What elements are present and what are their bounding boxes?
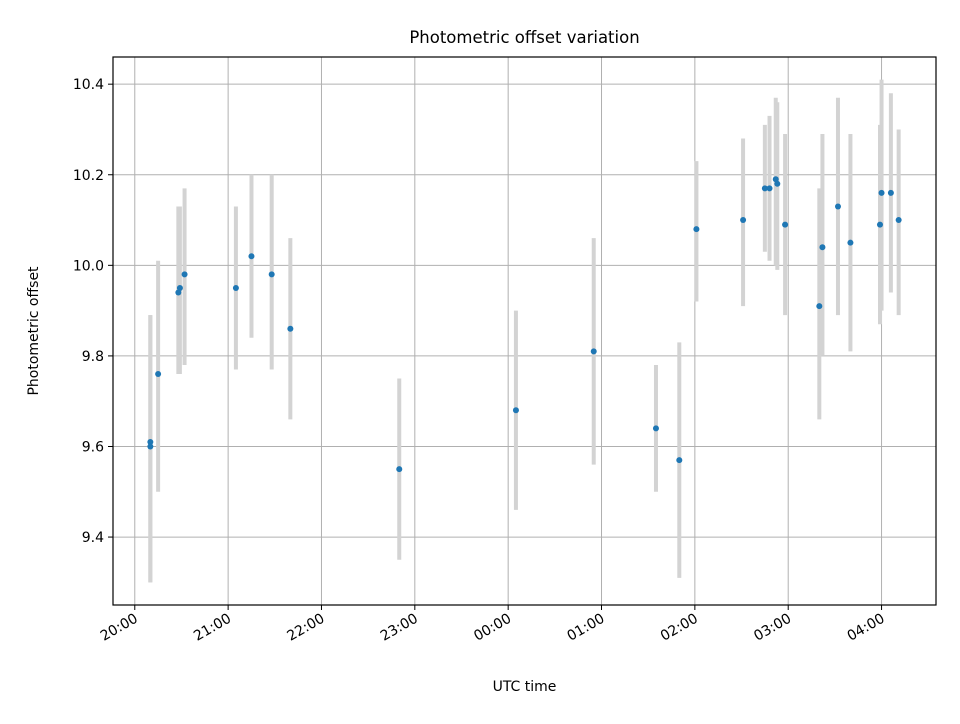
data-point [782,221,789,228]
data-point [774,180,781,187]
data-point [287,325,294,332]
data-point [772,176,779,183]
grid-lines [113,57,936,605]
data-point [248,253,255,260]
data-point [147,438,154,445]
data-point [834,203,841,210]
y-tick-label: 10.4 [73,77,104,93]
x-axis-label: UTC time [493,679,557,695]
data-point [693,226,700,233]
data-point [676,457,683,464]
data-point [590,348,597,355]
data-point [175,289,182,296]
y-tick-label: 10.2 [73,168,104,184]
data-point [147,443,154,450]
data-point [176,284,183,291]
data-point [766,185,773,192]
data-point [652,425,659,432]
y-tick-label: 9.6 [82,439,104,455]
chart-title: Photometric offset variation [409,28,639,47]
data-points [147,176,902,473]
data-point [512,407,519,414]
data-point [232,284,239,291]
y-tick-label: 10.0 [73,258,104,274]
data-point [761,185,768,192]
data-point [876,221,883,228]
data-point [895,217,902,224]
data-point [740,217,747,224]
data-point [268,271,275,278]
plot-area-frame [112,56,937,606]
data-point [181,271,188,278]
data-point [847,239,854,246]
data-point [155,371,162,378]
y-axis-ticks: 9.4 9.6 9.8 10.0 10.2 10.4 [73,77,113,546]
data-point [819,244,826,251]
data-point [887,189,894,196]
data-point [396,466,403,473]
data-point [816,303,823,310]
y-axis-label: Photometric offset [26,266,42,396]
y-tick-label: 9.8 [82,349,104,365]
y-tick-label: 9.4 [82,530,104,546]
data-point [878,189,885,196]
